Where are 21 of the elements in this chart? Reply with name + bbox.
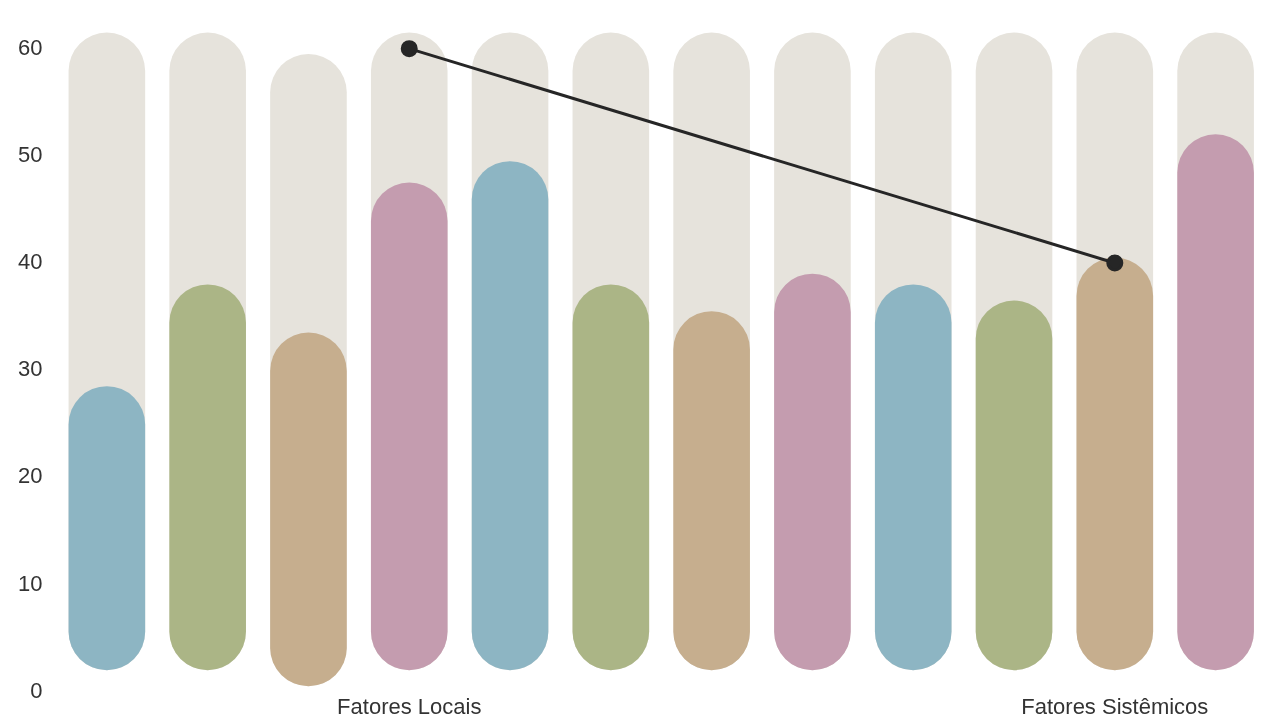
x-tick-label: Fatores Locais [337,693,482,719]
bar [270,332,347,687]
y-tick-label: 10 [17,570,43,596]
bar [874,284,952,671]
y-tick-label: 60 [17,34,43,60]
bar [370,182,448,671]
bar [975,300,1053,671]
x-tick-label: Fatores Sistêmicos [1021,693,1209,719]
y-tick-label: 20 [17,463,43,489]
y-tick-label: 50 [17,141,43,167]
bar [471,161,549,671]
bar [1076,257,1154,671]
bar [774,273,851,671]
bar [169,284,246,671]
bar [1177,134,1254,671]
bar [572,284,650,671]
bar [68,386,146,671]
y-tick-label: 30 [17,356,43,382]
y-tick-label: 40 [17,249,43,275]
y-tick-label: 0 [30,677,43,703]
bar [673,311,750,671]
